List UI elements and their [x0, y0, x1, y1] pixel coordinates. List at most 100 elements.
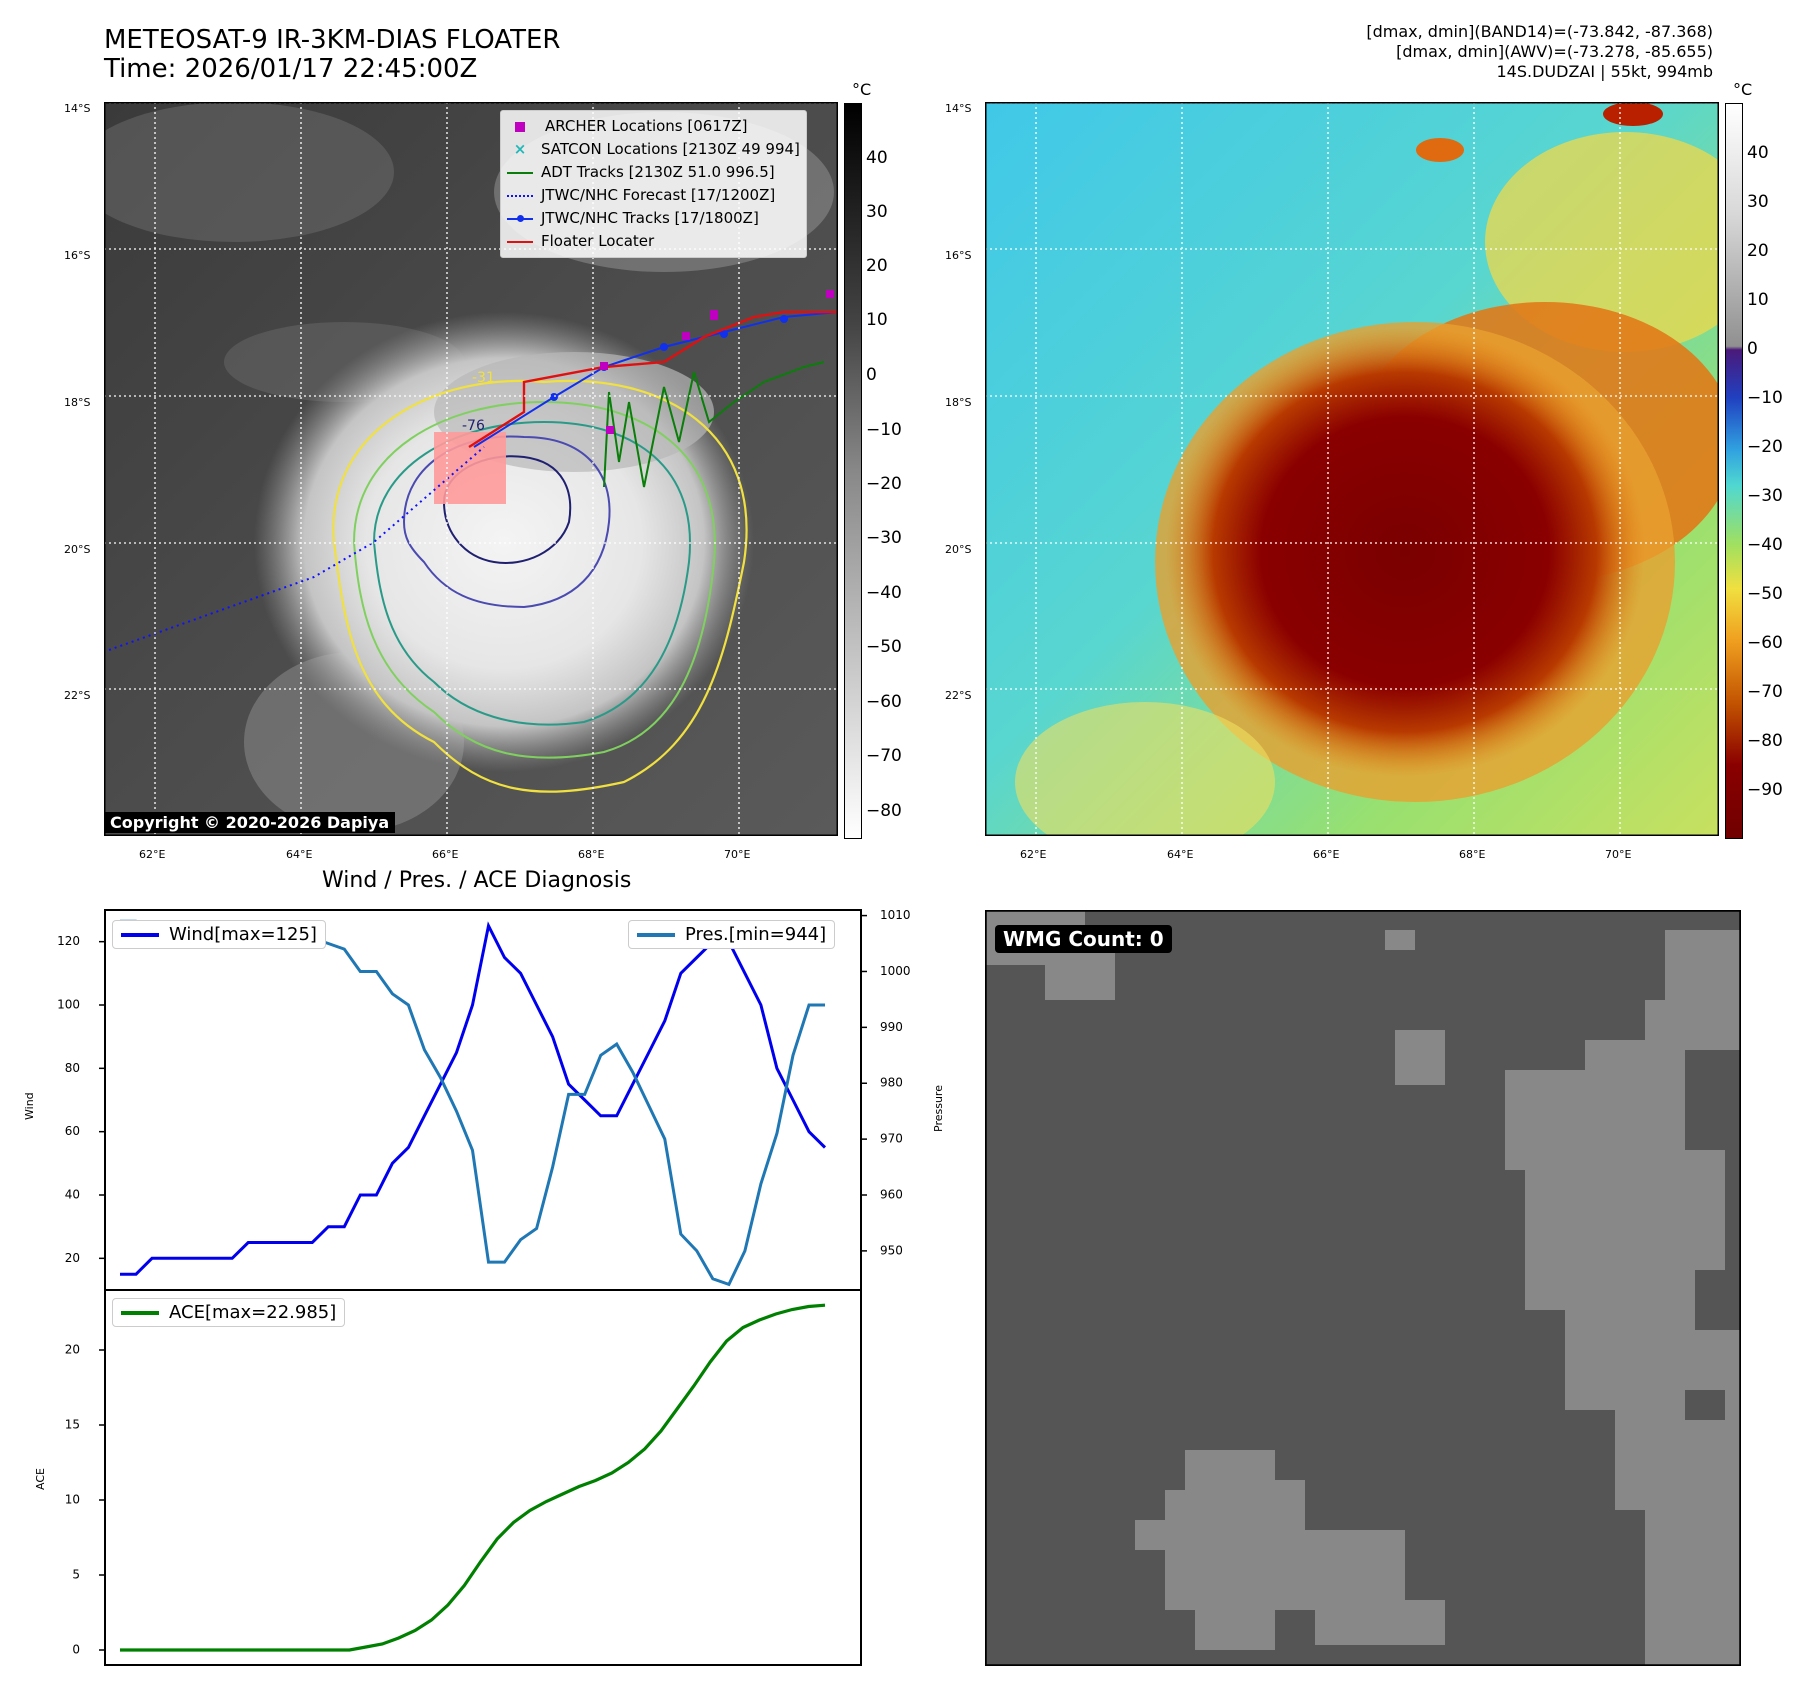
- lat-label: 18°S: [945, 396, 972, 409]
- lon-label: 68°E: [1459, 848, 1486, 861]
- storm-summary: 14S.DUDZAI | 55kt, 994mb: [1496, 62, 1714, 81]
- wmg-map: [985, 910, 1741, 1666]
- ace-legend: ACE[max=22.985]: [112, 1298, 346, 1327]
- cb-tick: 20: [1747, 241, 1769, 261]
- wmg-dark-pocket: [1685, 1390, 1725, 1420]
- forecast-track: [108, 446, 485, 651]
- lon-label: 64°E: [286, 848, 313, 861]
- pres-legend-label: Pres.[min=944]: [685, 924, 827, 945]
- wind-legend-label: Wind[max=125]: [169, 924, 317, 945]
- axis-tick-label: 80: [65, 1061, 80, 1075]
- diagnosis-title: Wind / Pres. / ACE Diagnosis: [322, 868, 632, 893]
- legend-label: ADT Tracks [2130Z 51.0 996.5]: [541, 163, 775, 181]
- legend-label: ARCHER Locations [0617Z]: [545, 117, 748, 135]
- jtwc-point: [660, 343, 668, 351]
- cb-tick: −10: [1747, 388, 1783, 408]
- cb-tick: 40: [866, 148, 888, 168]
- pressure-series-line: [120, 919, 825, 1287]
- legend-item-jtwc: JTWC/NHC Tracks [17/1800Z]: [507, 207, 800, 230]
- lat-label: 16°S: [64, 249, 91, 262]
- lon-label: 66°E: [432, 848, 459, 861]
- cb-tick: 0: [866, 365, 877, 385]
- axis-tick-label: 100: [57, 998, 80, 1012]
- wv-colorbar-unit: °C: [1733, 80, 1753, 99]
- legend-item-adt: ADT Tracks [2130Z 51.0 996.5]: [507, 161, 800, 184]
- legend-item-floater: Floater Locater: [507, 230, 800, 253]
- contour-lightgreen: [352, 400, 716, 759]
- axis-tick-label: 120: [57, 934, 80, 948]
- pressure-axis-ticks: 950 960 970 980 990 1000 1010: [861, 908, 911, 1257]
- lat-label: 20°S: [945, 543, 972, 556]
- ir-colorbar-unit: °C: [852, 80, 872, 99]
- cb-tick: 0: [1747, 339, 1758, 359]
- cb-tick: −40: [866, 583, 902, 603]
- legend-label: Floater Locater: [541, 232, 655, 250]
- lon-label: 70°E: [1605, 848, 1632, 861]
- time-title: Time: 2026/01/17 22:45:00Z: [104, 54, 478, 84]
- wv-frame: [985, 102, 1719, 836]
- wmg-light-region: [1395, 1030, 1445, 1085]
- cb-tick: −20: [1747, 437, 1783, 457]
- cb-tick: −30: [866, 528, 902, 548]
- lon-label: 70°E: [724, 848, 751, 861]
- contour-yellow: [332, 379, 748, 793]
- legend-label: JTWC/NHC Forecast [17/1200Z]: [541, 186, 776, 204]
- axis-tick-label: 5: [72, 1568, 80, 1582]
- ace-legend-label: ACE[max=22.985]: [169, 1302, 337, 1323]
- lat-label: 16°S: [945, 249, 972, 262]
- cb-tick: 20: [866, 256, 888, 276]
- jtwc-point: [550, 393, 558, 401]
- lat-label: 14°S: [64, 102, 91, 115]
- wv-satellite-map: [985, 102, 1719, 836]
- storm-info: [dmax, dmin](BAND14)=(-73.842, -87.368) …: [1366, 22, 1713, 82]
- wmg-count-badge: WMG Count: 0: [995, 925, 1172, 953]
- x-marker-icon: ×: [513, 140, 527, 158]
- cb-tick: −70: [1747, 682, 1783, 702]
- archer-marker: [600, 362, 608, 370]
- axis-tick-label: 20: [65, 1343, 80, 1357]
- figure-title: METEOSAT-9 IR-3KM-DIAS FLOATER Time: 202…: [104, 26, 560, 84]
- cb-tick: −50: [866, 637, 902, 657]
- jtwc-point: [720, 330, 728, 338]
- axis-tick-label: 960: [880, 1188, 903, 1202]
- lat-label: 14°S: [945, 102, 972, 115]
- legend-label: SATCON Locations [2130Z 49 994]: [541, 140, 800, 158]
- cb-tick: −80: [1747, 731, 1783, 751]
- lat-label: 22°S: [945, 689, 972, 702]
- cb-tick: 10: [866, 310, 888, 330]
- axis-tick-label: 1010: [880, 908, 911, 922]
- ir-legend: ARCHER Locations [0617Z] × SATCON Locati…: [500, 110, 807, 258]
- axis-tick-label: 10: [65, 1493, 80, 1507]
- cb-tick: 40: [1747, 143, 1769, 163]
- axis-tick-label: 990: [880, 1020, 903, 1034]
- ir-frame: [104, 102, 838, 836]
- wmg-light-region: [1385, 930, 1415, 950]
- ace-series-line: [120, 1303, 826, 1652]
- axis-tick-label: 980: [880, 1076, 903, 1090]
- lon-label: 62°E: [139, 848, 166, 861]
- ace-frame: [104, 1289, 862, 1666]
- wind-legend-line-icon: [121, 932, 159, 937]
- legend-label: JTWC/NHC Tracks [17/1800Z]: [541, 209, 759, 227]
- cb-tick: −90: [1747, 780, 1783, 800]
- ir-colorbar: [844, 103, 862, 839]
- awv-range: [dmax, dmin](AWV)=(-73.278, -85.655): [1396, 42, 1713, 61]
- wmg-frame: [985, 910, 1741, 1666]
- axis-tick-label: 60: [65, 1124, 80, 1138]
- lon-label: 62°E: [1020, 848, 1047, 861]
- lon-label: 66°E: [1313, 848, 1340, 861]
- satellite-title: METEOSAT-9 IR-3KM-DIAS FLOATER: [104, 25, 561, 55]
- wmg-light-region-east: [1505, 930, 1741, 1666]
- line-dot-icon: [507, 214, 533, 222]
- ace-legend-line-icon: [121, 1310, 159, 1315]
- cb-tick: 10: [1747, 290, 1769, 310]
- lat-label: 22°S: [64, 689, 91, 702]
- cb-tick: 30: [866, 202, 888, 222]
- cb-tick: −60: [866, 692, 902, 712]
- archer-marker: [606, 426, 614, 434]
- cb-tick: −50: [1747, 584, 1783, 604]
- axis-tick-label: 950: [880, 1243, 903, 1257]
- wind-series-line: [120, 921, 827, 1276]
- axis-tick-label: 1000: [880, 964, 911, 978]
